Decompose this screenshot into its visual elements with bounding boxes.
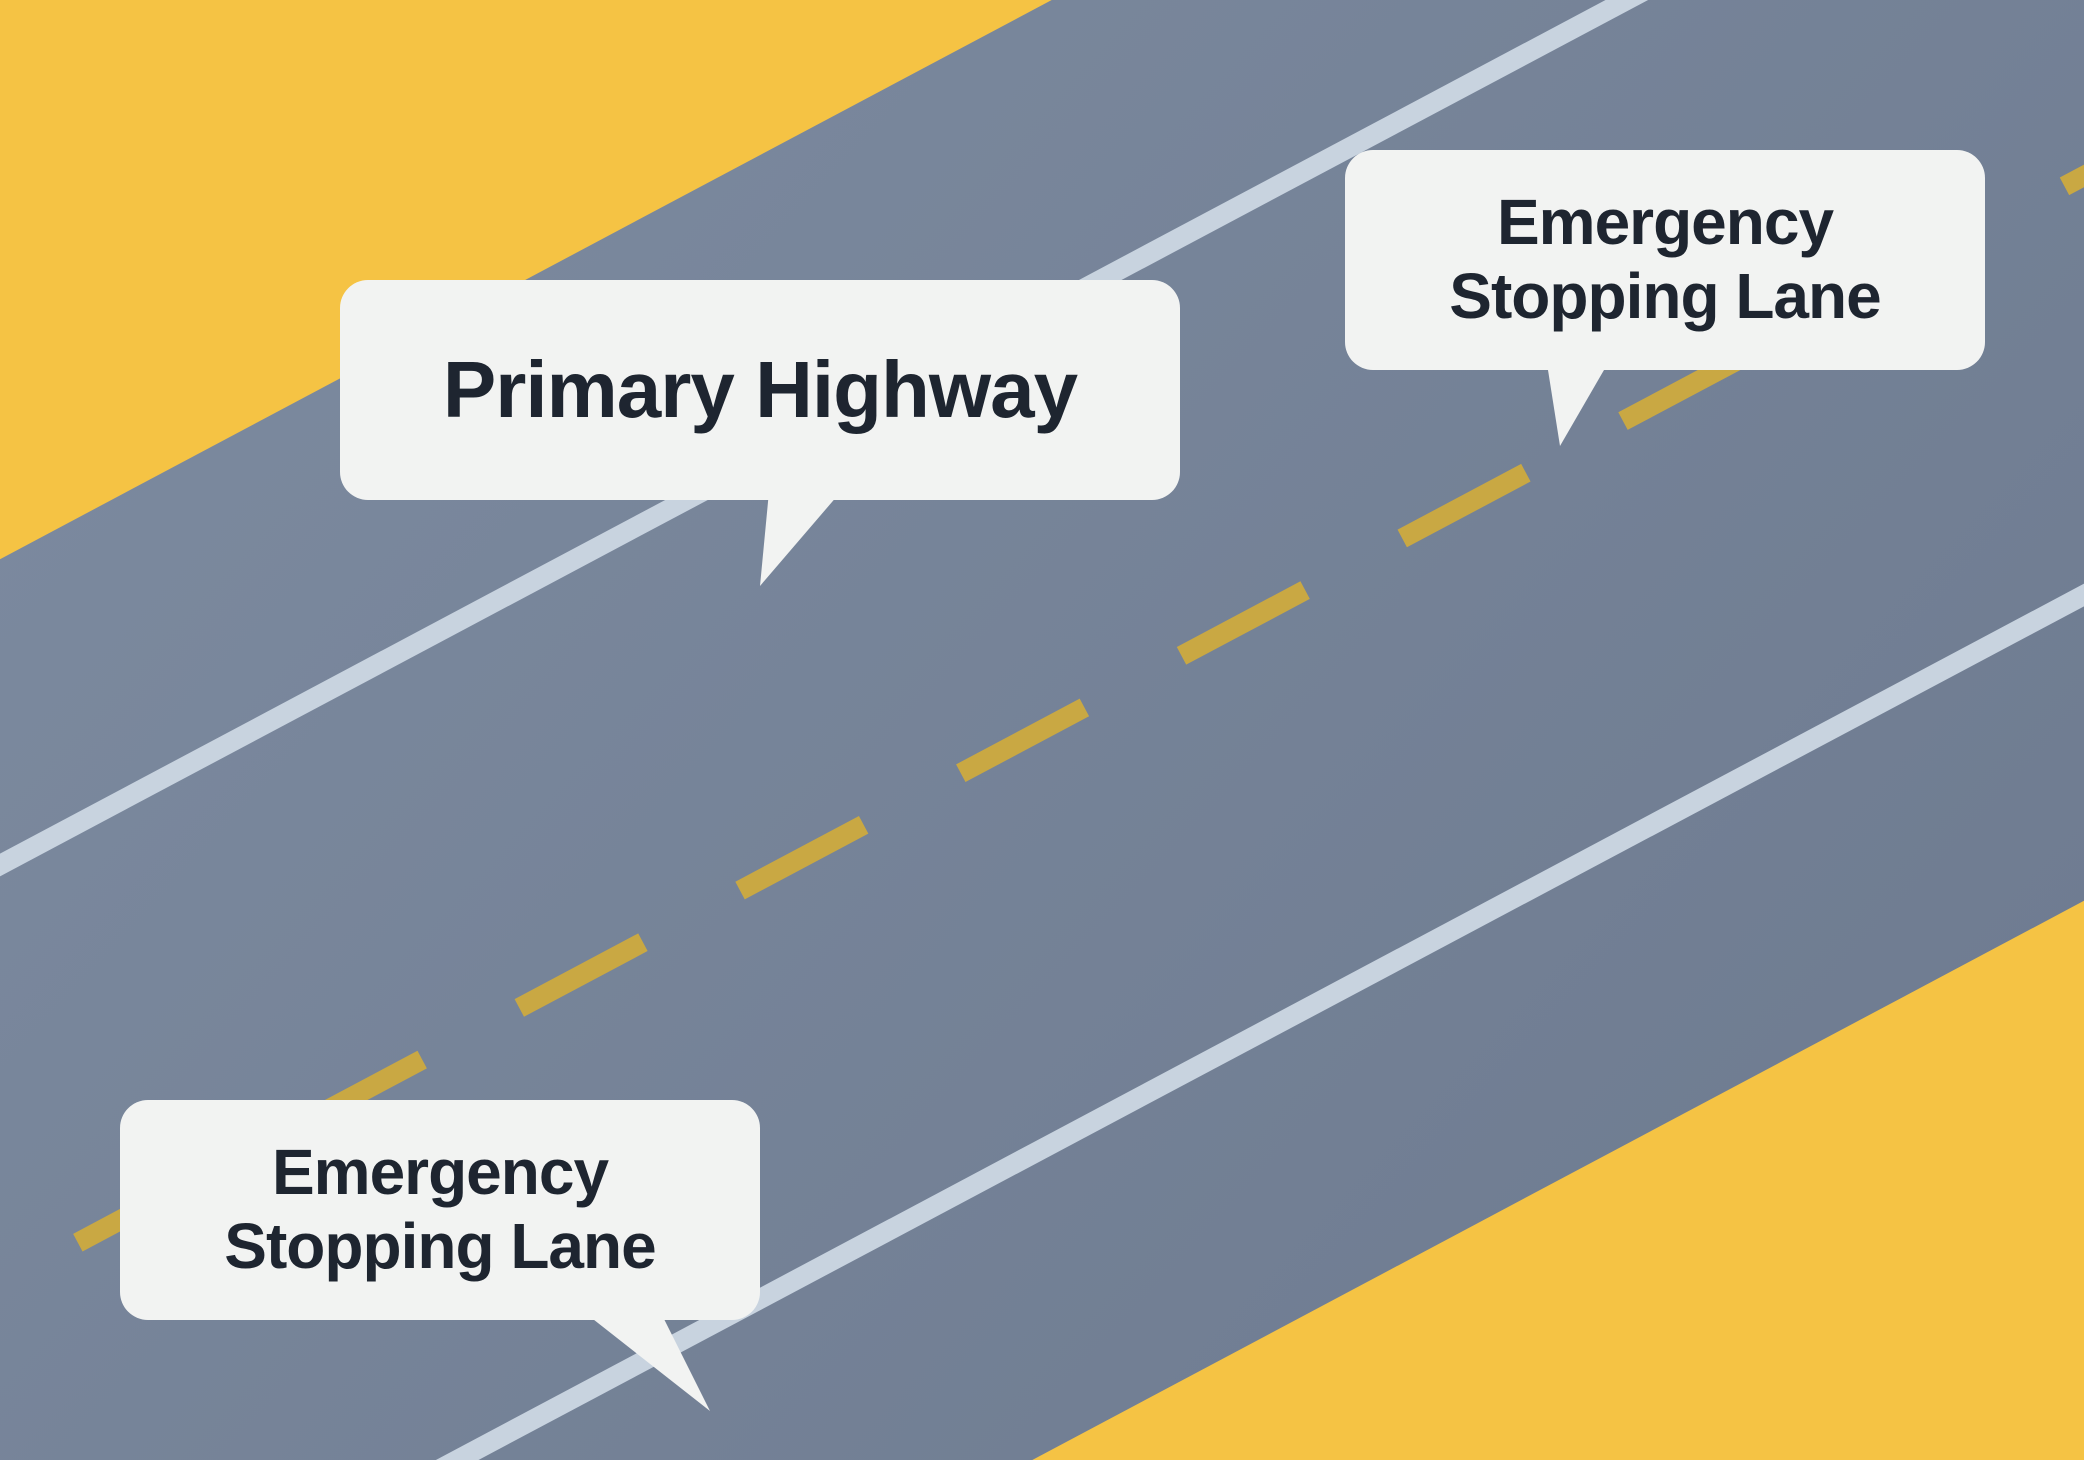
callout-emergency-bottom-line1: Emergency [224,1136,655,1210]
callout-emergency-top-line1: Emergency [1449,186,1880,260]
callout-primary-tail [750,476,870,596]
diagram-canvas: Primary Highway Emergency Stopping Lane … [0,0,2084,1460]
callout-emergency-top-tail [1525,346,1645,466]
callout-emergency-bottom: Emergency Stopping Lane [120,1100,760,1320]
callout-emergency-bottom-tail [560,1296,720,1436]
callout-primary-highway: Primary Highway [340,280,1180,500]
callout-emergency-top-line2: Stopping Lane [1449,260,1880,334]
callout-emergency-top: Emergency Stopping Lane [1345,150,1985,370]
callout-emergency-bottom-line2: Stopping Lane [224,1210,655,1284]
callout-primary-text: Primary Highway [443,344,1077,436]
